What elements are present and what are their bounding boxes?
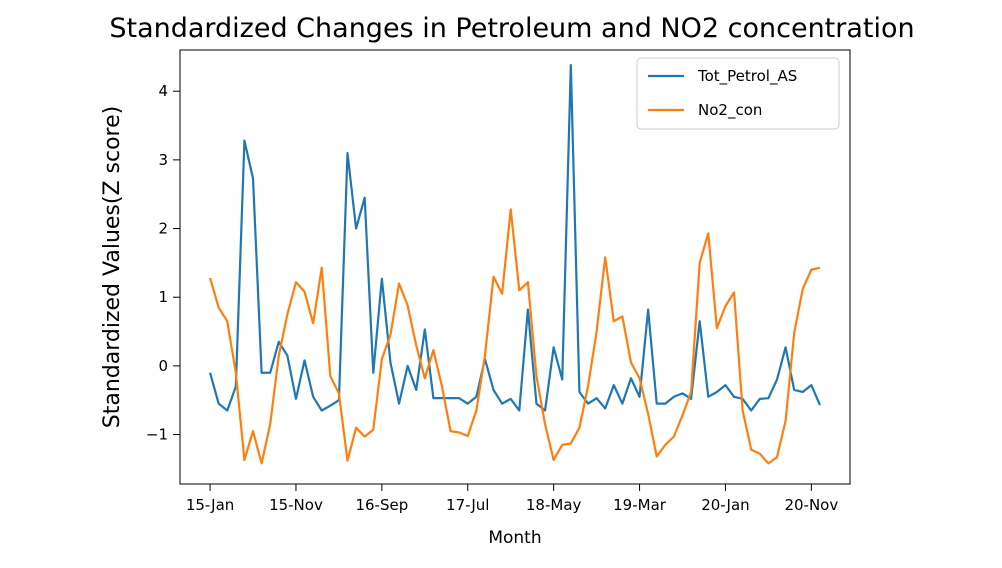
legend: Tot_Petrol_AS No2_con <box>636 57 840 130</box>
y-tick-label: −1 <box>146 426 168 444</box>
y-tick-label: 3 <box>158 151 168 169</box>
x-tick-label: 19-Mar <box>613 496 667 514</box>
x-tick-label: 18-May <box>526 496 582 514</box>
series-line-tot-petrol-as <box>209 64 821 412</box>
x-tick-label: 15-Jan <box>186 496 234 514</box>
y-tick-label: 2 <box>158 220 168 238</box>
chart-title: Standardized Changes in Petroleum and NO… <box>109 13 914 44</box>
x-tick-label: 15-Nov <box>269 496 323 514</box>
x-tick-label: 20-Jan <box>701 496 749 514</box>
legend-label-no2-con: No2_con <box>698 101 762 120</box>
y-tick-label: 4 <box>158 82 168 100</box>
series-line-no2-con <box>209 208 821 465</box>
series-group <box>209 64 821 465</box>
y-tick-label: 0 <box>158 357 168 375</box>
y-axis-label: Standardized Values(Z score) <box>100 106 125 428</box>
x-axis-label: Month <box>488 528 541 548</box>
x-axis: 15-Jan 15-Nov 16-Sep 17-Jul 18-May 19-Mar 20-J… <box>186 484 838 514</box>
x-tick-label: 16-Sep <box>355 496 408 514</box>
x-tick-label: 17-Jul <box>446 496 489 514</box>
x-tick-label: 20-Nov <box>784 496 838 514</box>
y-tick-label: 1 <box>158 288 168 306</box>
legend-label-tot-petrol-as: Tot_Petrol_AS <box>697 67 797 86</box>
legend-frame <box>636 57 840 130</box>
y-axis: −1 0 1 2 3 4 <box>146 82 180 444</box>
